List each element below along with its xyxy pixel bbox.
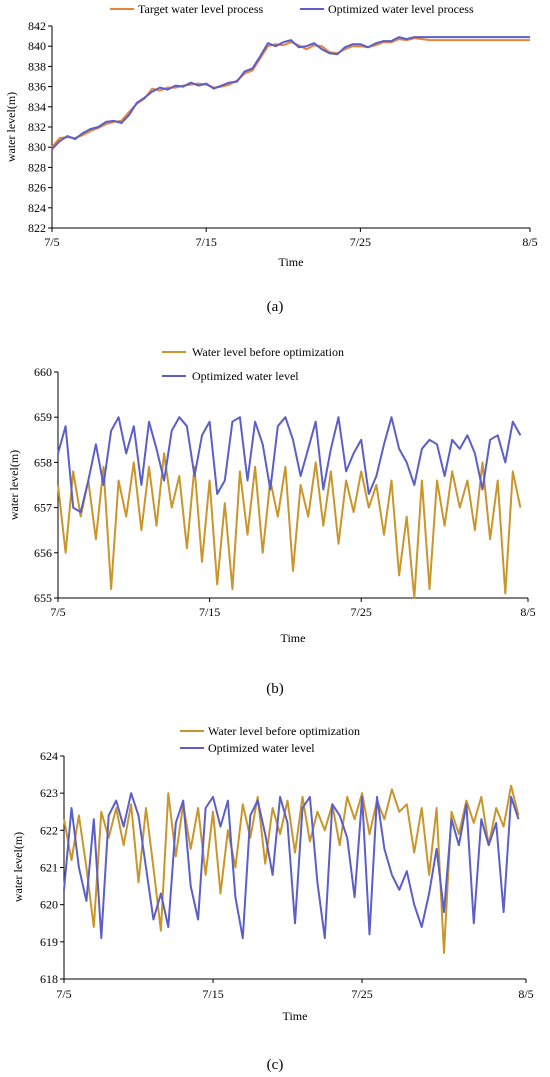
y-tick-label: 655 <box>34 591 52 605</box>
x-tick-label: 7/25 <box>351 987 372 1001</box>
x-axis-title-b: Time <box>281 631 306 645</box>
y-tick-label: 840 <box>28 39 46 53</box>
y-tick-label: 826 <box>28 181 46 195</box>
y-tick-label: 657 <box>34 501 52 515</box>
y-tick-label: 659 <box>34 410 52 424</box>
legend-b-series-0-label: Water level before optimization <box>192 345 344 359</box>
y-tick-label: 624 <box>40 749 58 763</box>
x-ticks-c: 7/5 7/15 7/25 8/5 <box>56 979 534 1001</box>
legend-a-series-0-label: Target water level process <box>138 2 264 16</box>
y-axis-title-a: water level(m) <box>4 92 18 162</box>
y-ticks-b: 655 656 657 658 659 660 <box>34 365 58 605</box>
y-tick-label: 660 <box>34 365 52 379</box>
series-group-a <box>51 36 530 150</box>
y-tick-label: 842 <box>28 19 46 33</box>
legend-b: Water level before optimization Optimize… <box>162 345 344 383</box>
y-tick-label: 621 <box>40 861 58 875</box>
x-tick-label: 8/5 <box>522 235 537 249</box>
x-tick-label: 7/25 <box>351 605 372 619</box>
y-tick-label: 828 <box>28 160 46 174</box>
series-group-c <box>63 784 520 954</box>
series-line-0 <box>57 452 522 599</box>
series-line-1 <box>51 36 530 150</box>
y-ticks-c: 618 619 620 621 622 623 624 <box>40 749 64 986</box>
series-line-0 <box>51 37 530 148</box>
series-group-b <box>57 416 522 599</box>
y-axis-title-b: water level(m) <box>7 450 21 520</box>
legend-a: Target water level process Optimized wat… <box>110 2 474 16</box>
caption-c: (c) <box>267 1057 284 1073</box>
y-tick-label: 834 <box>28 100 46 114</box>
x-axis-title-c: Time <box>283 1009 308 1023</box>
y-tick-label: 838 <box>28 59 46 73</box>
chart-a: Target water level process Optimized wat… <box>4 2 538 315</box>
y-tick-label: 618 <box>40 972 58 986</box>
legend-b-series-1-label: Optimized water level <box>192 369 299 383</box>
legend-c-series-0-label: Water level before optimization <box>208 724 360 738</box>
y-tick-label: 622 <box>40 823 58 837</box>
chart-b: Water level before optimization Optimize… <box>7 345 536 697</box>
x-tick-label: 8/5 <box>518 987 533 1001</box>
legend-c: Water level before optimization Optimize… <box>180 724 360 755</box>
y-ticks-a: 822 824 826 828 830 832 834 836 838 840 842 <box>28 19 52 235</box>
series-line-1 <box>57 416 522 514</box>
y-tick-label: 836 <box>28 80 46 94</box>
y-tick-label: 619 <box>40 935 58 949</box>
y-tick-label: 832 <box>28 120 46 134</box>
series-line-0 <box>63 784 520 954</box>
y-tick-label: 623 <box>40 786 58 800</box>
caption-b: (b) <box>266 681 284 697</box>
x-ticks-b: 7/5 7/15 7/25 8/5 <box>50 598 536 619</box>
legend-c-series-1-label: Optimized water level <box>208 741 315 755</box>
legend-a-series-1-label: Optimized water level process <box>328 2 474 16</box>
y-tick-label: 658 <box>34 455 52 469</box>
x-tick-label: 7/5 <box>50 605 65 619</box>
x-tick-label: 8/5 <box>520 605 535 619</box>
chart-c: Water level before optimization Optimize… <box>11 724 534 1073</box>
x-tick-label: 7/15 <box>202 987 223 1001</box>
y-tick-label: 620 <box>40 898 58 912</box>
x-axis-title-a: Time <box>279 255 304 269</box>
y-tick-label: 822 <box>28 221 46 235</box>
y-tick-label: 824 <box>28 201 46 215</box>
x-ticks-a: 7/5 7/15 7/25 8/5 <box>44 228 538 249</box>
series-line-1 <box>63 792 520 940</box>
y-tick-label: 830 <box>28 140 46 154</box>
x-tick-label: 7/5 <box>44 235 59 249</box>
y-tick-label: 656 <box>34 546 52 560</box>
x-tick-label: 7/5 <box>56 987 71 1001</box>
x-tick-label: 7/15 <box>199 605 220 619</box>
caption-a: (a) <box>267 299 284 315</box>
x-tick-label: 7/15 <box>196 235 217 249</box>
y-axis-title-c: water level(m) <box>11 832 25 902</box>
x-tick-label: 7/25 <box>350 235 371 249</box>
